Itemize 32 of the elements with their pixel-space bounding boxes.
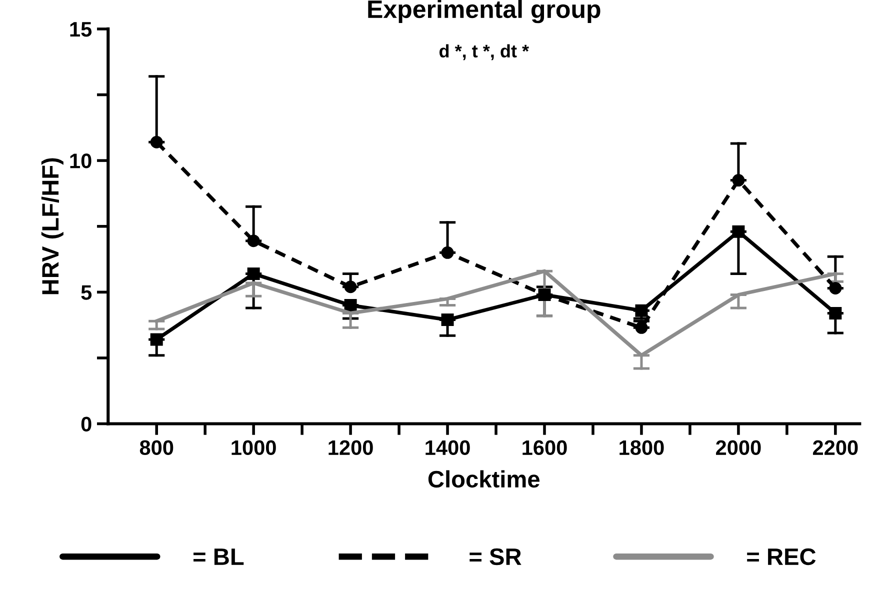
x-axis-title: Clocktime (428, 470, 540, 488)
x-tick-label: 2200 (812, 440, 858, 456)
x-tick-label: 1600 (522, 440, 567, 456)
point (829, 306, 842, 320)
text: d *, t *, dt * (439, 44, 530, 60)
point (150, 136, 163, 148)
x-tick-label: 1400 (426, 440, 470, 456)
y-tick-label: 0 (81, 416, 92, 432)
point (247, 267, 260, 280)
y-tick-label: 5 (81, 285, 92, 300)
point (829, 282, 842, 294)
point (150, 333, 163, 346)
legend-label: = SR (470, 548, 522, 566)
y-axis-title: HRV (LF/HF) (41, 158, 64, 294)
y-tick-label: 15 (70, 22, 92, 37)
point (344, 299, 357, 312)
y-tick-label: 10 (70, 154, 92, 168)
point (441, 246, 454, 259)
x-tick-label: 1200 (328, 440, 373, 456)
point (732, 225, 745, 238)
point (344, 280, 357, 294)
x-tick-label: 1000 (232, 440, 276, 456)
x-tick-label: 800 (140, 440, 174, 456)
point (635, 304, 648, 317)
legend-label: = REC (747, 548, 816, 566)
legend-label: = BL (194, 548, 244, 565)
point (247, 234, 260, 248)
point (441, 314, 454, 326)
x-tick-label: 2000 (716, 440, 761, 456)
chart-title: Experimental group (368, 0, 600, 24)
point (732, 174, 745, 187)
x-tick-label: 1800 (620, 440, 664, 456)
